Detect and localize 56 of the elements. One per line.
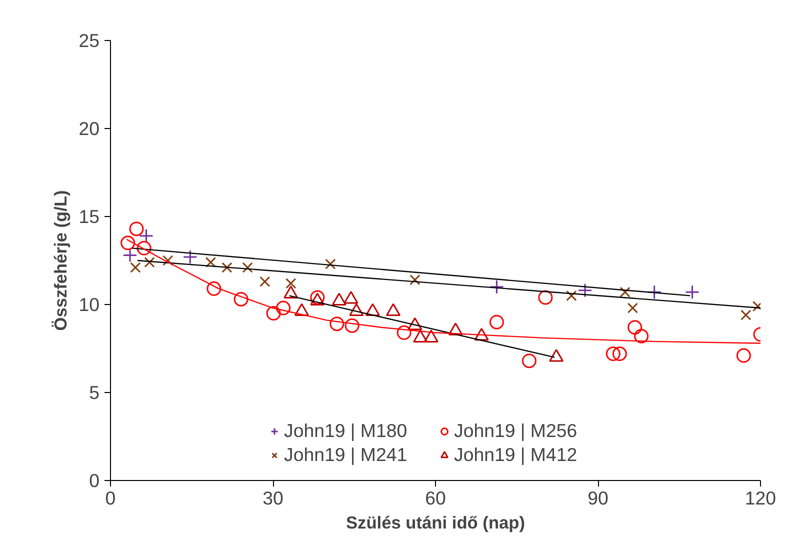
point (205, 256, 216, 268)
point (120, 236, 136, 250)
point (139, 228, 154, 244)
point (489, 280, 504, 294)
point (685, 284, 700, 300)
y-tick-label: 5 (89, 382, 100, 403)
point (206, 281, 222, 296)
point (182, 250, 198, 264)
point (242, 262, 253, 273)
point (578, 283, 592, 298)
point (396, 325, 412, 340)
x-tick-label: 60 (425, 488, 446, 508)
x-tick-label: 90 (588, 488, 608, 508)
y-tick-label: 20 (78, 118, 100, 139)
point (606, 346, 620, 362)
point (344, 318, 360, 333)
legend-label: John19 | M180 (284, 420, 408, 442)
point (538, 290, 553, 305)
point (130, 262, 141, 273)
point (647, 284, 662, 300)
x-axis-title: Szülés utáni idő (nap) (346, 512, 526, 532)
point (129, 222, 144, 236)
y-tick-label: 15 (78, 206, 100, 227)
y-tick-label: 25 (78, 30, 100, 51)
point (740, 310, 752, 320)
point (330, 316, 344, 332)
point (410, 274, 420, 286)
y-tick-label: 0 (89, 470, 100, 491)
point (620, 286, 630, 298)
legend-label: John19 | M256 (454, 420, 578, 442)
x-tick-label: 0 (105, 488, 116, 508)
point (634, 328, 649, 344)
point (736, 348, 751, 363)
point (325, 258, 336, 270)
point (286, 278, 296, 289)
point (144, 256, 155, 268)
point (260, 276, 270, 287)
point (122, 248, 138, 262)
x-tick-label: 30 (262, 488, 284, 508)
y-tick-label: 10 (78, 294, 100, 315)
point (276, 300, 291, 316)
legend-label: John19 | M241 (284, 444, 408, 466)
point (222, 262, 232, 273)
point (628, 320, 642, 335)
point (566, 290, 577, 302)
point (612, 346, 627, 362)
point (136, 240, 152, 256)
point (489, 314, 504, 330)
point (162, 255, 174, 266)
x-tick-label: 120 (744, 488, 776, 508)
point (266, 306, 281, 321)
point (522, 354, 536, 368)
y-axis-title: Összfehérje (g/L) (50, 190, 71, 331)
legend-label: John19 | M412 (454, 444, 578, 466)
point (627, 302, 638, 314)
point (234, 292, 248, 306)
